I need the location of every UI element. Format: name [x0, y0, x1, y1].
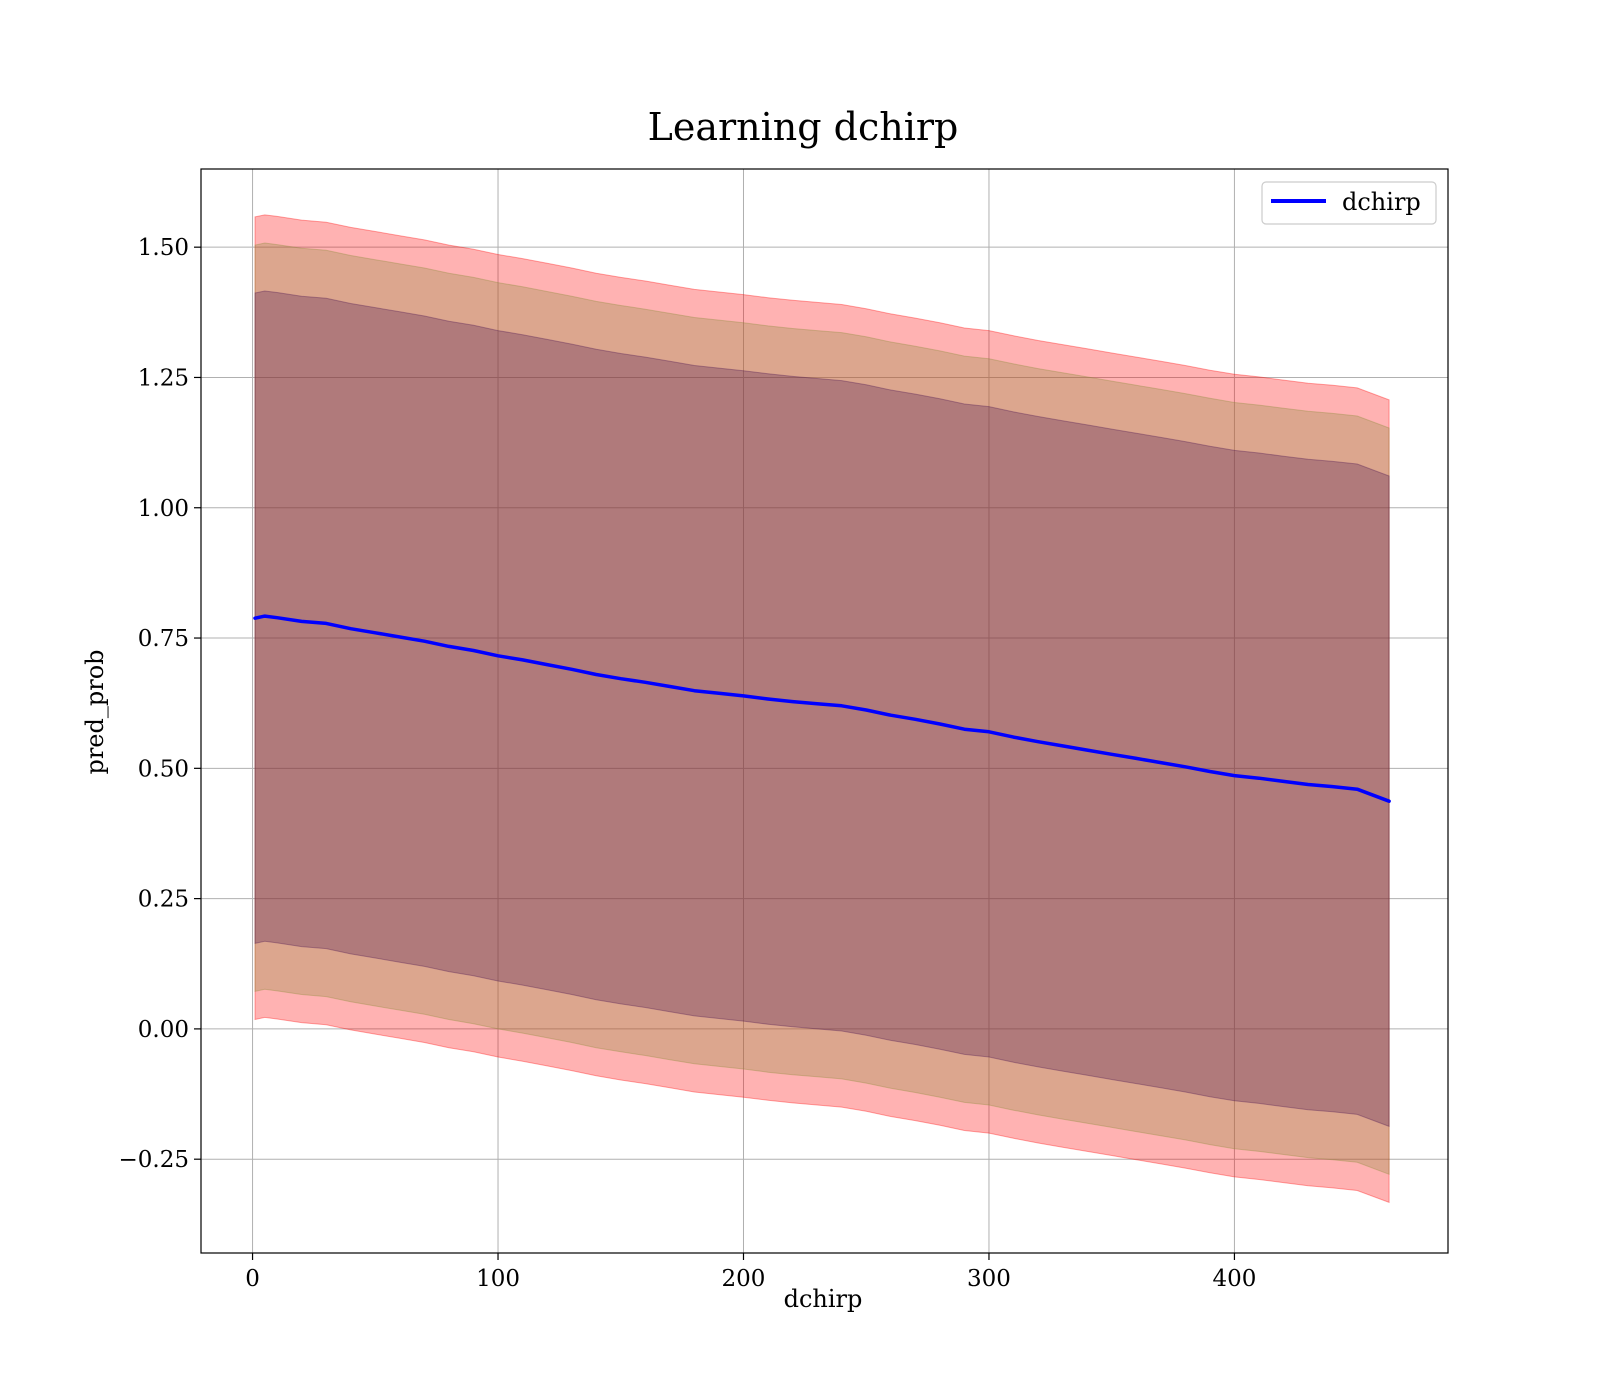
- y-tick-label: 1.25: [138, 365, 189, 391]
- y-axis-ticks: −0.25 0.00 0.25 0.50 0.75 1.00 1.25 1.50: [119, 235, 201, 1173]
- confidence-bands: [254, 214, 1390, 1204]
- chart-title: Learning dchirp: [648, 105, 959, 149]
- mean-series: [253, 614, 1391, 803]
- y-tick-label: −0.25: [119, 1147, 189, 1173]
- y-axis-label: pred_prob: [81, 649, 109, 774]
- x-tick-label: 0: [245, 1266, 260, 1292]
- legend: dchirp: [1261, 181, 1437, 225]
- band-inner: [254, 290, 1390, 1128]
- legend-label-dchirp: dchirp: [1342, 188, 1421, 216]
- legend-box: [1261, 181, 1437, 225]
- x-axis-ticks: 0 100 200 300 400: [245, 1253, 1256, 1292]
- band-middle: [254, 242, 1390, 1176]
- y-tick-label: 0.50: [138, 756, 189, 782]
- y-tick-label: 1.00: [138, 496, 189, 522]
- y-tick-label: 0.75: [138, 626, 189, 652]
- plot-frame: [200, 168, 1449, 1254]
- grid: [201, 169, 1448, 1253]
- band-outer: [254, 214, 1390, 1204]
- y-tick-label: 1.50: [138, 235, 189, 261]
- series-line-dchirp: [253, 614, 1391, 803]
- x-axis-label: dchirp: [784, 1285, 863, 1313]
- plot-area: [200, 168, 1449, 1254]
- x-tick-label: 100: [476, 1266, 520, 1292]
- x-tick-label: 200: [722, 1266, 766, 1292]
- y-tick-label: 0.00: [138, 1017, 189, 1043]
- x-tick-label: 300: [967, 1266, 1011, 1292]
- x-tick-label: 400: [1212, 1266, 1256, 1292]
- y-tick-label: 0.25: [138, 887, 189, 913]
